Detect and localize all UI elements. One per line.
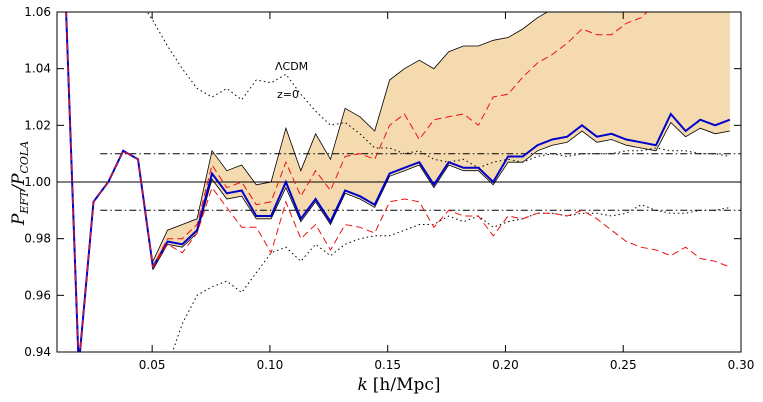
y-label-sub: COLA [18, 141, 31, 174]
band-edge [152, 12, 549, 262]
y-tick-label: 1.04 [24, 62, 51, 76]
x-label-unit: [h/Mpc] [373, 375, 441, 395]
y-label-part: /P [9, 173, 29, 193]
x-tick-label: 0.30 [728, 358, 755, 372]
annotation: z=0 [277, 88, 299, 101]
y-tick-label: 1.00 [24, 175, 51, 189]
annotation: ΛCDM [275, 60, 308, 73]
x-tick-label: 0.20 [492, 358, 519, 372]
y-tick-label: 1.02 [24, 118, 51, 132]
y-tick-label: 0.98 [24, 232, 51, 246]
y-tick-label: 0.94 [24, 345, 51, 359]
plot-area [57, 12, 741, 352]
series-line [65, 12, 731, 352]
series-line [171, 204, 730, 352]
x-axis-label: k [h/Mpc] [357, 375, 440, 395]
x-tick-label: 0.05 [139, 358, 166, 372]
series-line [65, 12, 648, 352]
y-tick-label: 1.06 [24, 5, 51, 19]
band-edge [152, 121, 730, 270]
y-label-sub: EFT [18, 189, 31, 215]
x-label-var: k [357, 375, 367, 395]
y-label-part: P [9, 213, 29, 226]
y-tick-label: 0.96 [24, 288, 51, 302]
x-tick-label: 0.10 [257, 358, 284, 372]
y-axis-label: PEFT/PCOLA [9, 141, 31, 226]
series-line [65, 12, 731, 352]
x-tick-label: 0.15 [374, 358, 401, 372]
x-tick-label: 0.25 [610, 358, 637, 372]
band-fill [152, 12, 730, 270]
